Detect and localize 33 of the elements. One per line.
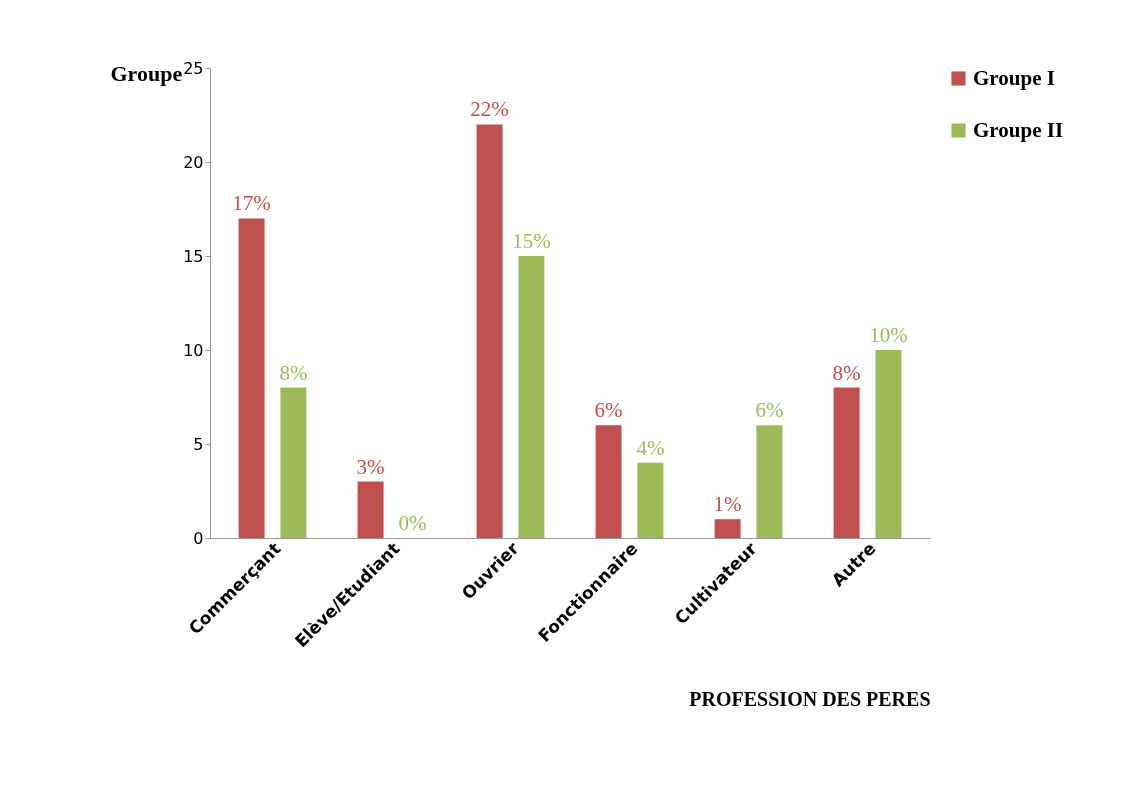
data-label: 8% [832, 360, 861, 385]
data-label: 10% [869, 323, 908, 347]
bar [875, 350, 902, 538]
y-tick-label: 5 [193, 434, 204, 454]
y-tick-label: 0 [193, 528, 204, 548]
y-axis-title: Groupe [110, 60, 183, 86]
y-tick-label: 20 [183, 152, 204, 172]
bar [756, 425, 783, 538]
bar [280, 387, 307, 538]
bar [595, 425, 622, 538]
legend-label: Groupe I [973, 65, 1055, 90]
bar [637, 462, 664, 538]
data-label: 6% [755, 398, 784, 423]
y-tick-label: 15 [183, 246, 204, 266]
bar [714, 519, 741, 538]
data-label: 15% [512, 229, 551, 253]
x-axis-title: PROFESSION DES PERES [689, 688, 931, 711]
data-label: 8% [279, 360, 308, 385]
data-label: 4% [636, 435, 665, 460]
bar [238, 218, 265, 538]
data-label: 0% [398, 511, 427, 535]
data-label: 3% [356, 454, 385, 479]
data-label: 17% [232, 191, 271, 216]
data-label: 6% [594, 398, 623, 423]
bar [357, 481, 384, 538]
data-label: 1% [713, 492, 742, 517]
bar [833, 387, 860, 538]
y-tick-label: 10 [183, 340, 204, 360]
bar [476, 124, 503, 538]
data-label: 22% [470, 97, 509, 122]
legend-label: Groupe II [973, 117, 1064, 142]
y-tick-label: 25 [183, 58, 204, 78]
bar [518, 256, 545, 538]
